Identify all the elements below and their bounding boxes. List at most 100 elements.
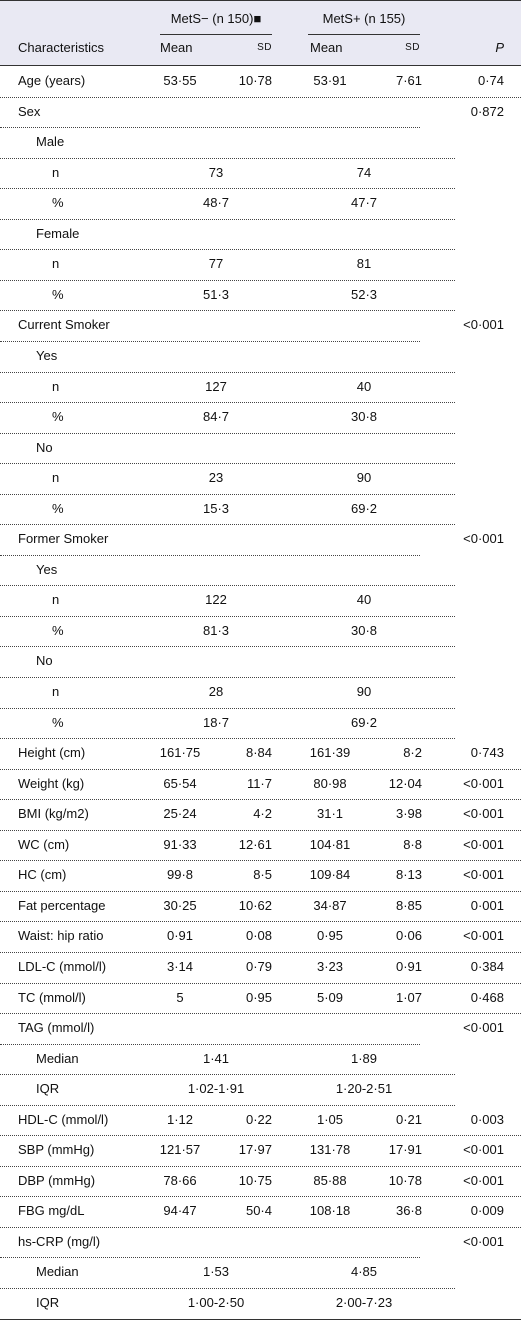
cell-mean: 78·66 (163, 1172, 197, 1188)
cell-value: 84·7 (202, 409, 230, 425)
cell-p: 0·743 (470, 745, 504, 761)
cell-sd: 10·75 (238, 1172, 272, 1188)
cell-sd: 0·06 (395, 928, 422, 944)
row-label: DBP (mmHg) (18, 1172, 96, 1188)
row-rule (0, 279, 455, 281)
cell-value: 81 (356, 256, 372, 272)
row-label: IQR (36, 1295, 60, 1310)
cell-sd: 8·5 (253, 867, 272, 883)
column-header: Mean (160, 40, 193, 55)
row-label: HDL-C (mmol/l) (18, 1111, 109, 1127)
cell-sd: 4·2 (253, 806, 272, 822)
row-rule (0, 463, 455, 465)
cell-p: <0·001 (463, 1233, 504, 1249)
row-label: Yes (36, 561, 58, 577)
cell-value: 18·7 (202, 714, 230, 730)
row-rule (0, 768, 521, 770)
row-label: Current Smoker (18, 317, 110, 333)
cell-sd: 10·78 (238, 73, 272, 88)
row-rule (0, 1135, 521, 1137)
cell-mean: 109·84 (309, 867, 351, 883)
cell-value: 51·3 (202, 286, 230, 302)
table-bottom-rule (0, 1318, 521, 1320)
cell-value: 90 (356, 684, 372, 699)
row-label: Former Smoker (18, 531, 109, 547)
cell-p: <0·001 (463, 928, 504, 944)
cell-value: 47·7 (350, 195, 378, 211)
cell-sd: 17·91 (388, 1142, 422, 1158)
cell-sd: 12·04 (388, 775, 422, 791)
cell-mean: 53·55 (163, 73, 197, 88)
cell-value: 40 (356, 592, 372, 608)
cell-value: 1·02-1·91 (187, 1081, 245, 1097)
row-rule (0, 982, 521, 984)
row-label: BMI (kg/m2) (18, 806, 89, 822)
row-rule (0, 524, 455, 526)
column-header: SD (405, 42, 420, 53)
row-rule (0, 1257, 420, 1259)
cell-mean: 161·75 (159, 745, 201, 761)
row-label: % (52, 622, 64, 638)
group-rule (308, 34, 420, 35)
column-header: SD (257, 42, 272, 53)
row-label: Yes (36, 347, 58, 363)
cell-mean: 1·05 (316, 1111, 344, 1127)
row-label: Height (cm) (18, 745, 86, 761)
cell-value: 2·00-7·23 (335, 1295, 393, 1310)
cell-mean: 131·78 (309, 1142, 351, 1158)
row-label: n (52, 592, 60, 608)
cell-value: 1·00-2·50 (187, 1295, 245, 1310)
row-rule (0, 218, 455, 220)
column-header: P (495, 40, 504, 55)
cell-sd: 50·4 (245, 1203, 272, 1219)
cell-sd: 36·8 (395, 1203, 422, 1219)
row-rule (0, 1226, 521, 1228)
cell-p: <0·001 (463, 806, 504, 822)
cell-value: 23 (208, 470, 224, 486)
row-label: SBP (mmHg) (18, 1142, 95, 1158)
row-label: No (36, 439, 53, 455)
cell-value: 127 (205, 378, 227, 394)
cell-value: 77 (208, 256, 224, 272)
row-rule (0, 96, 521, 98)
cell-mean: 0·95 (316, 928, 344, 944)
cell-sd: 10·78 (388, 1172, 422, 1188)
row-rule (0, 249, 455, 251)
cell-sd: 8·2 (403, 745, 422, 761)
row-rule (0, 1104, 455, 1106)
cell-sd: 3·98 (395, 806, 422, 822)
cell-value: 69·2 (350, 714, 378, 730)
row-label: IQR (36, 1081, 60, 1097)
row-label: hs-CRP (mg/l) (18, 1233, 101, 1249)
cell-sd: 17·97 (238, 1142, 272, 1158)
cell-value: 28 (208, 684, 224, 699)
row-label: n (52, 470, 60, 486)
row-rule (0, 432, 455, 434)
cell-sd: 8·13 (395, 867, 422, 883)
row-rule (0, 615, 455, 617)
cell-sd: 8·85 (395, 897, 422, 913)
cell-mean: 161·39 (309, 745, 351, 761)
row-label: Median (36, 1264, 79, 1280)
row-rule (0, 738, 455, 740)
cell-p: <0·001 (463, 317, 504, 333)
cell-mean: 31·1 (316, 806, 344, 822)
cell-mean: 34·87 (313, 897, 347, 913)
cell-sd: 7·61 (395, 73, 422, 88)
cell-value: 4·85 (350, 1264, 378, 1280)
row-rule (0, 1196, 521, 1198)
row-rule (0, 127, 420, 129)
cell-mean: 65·54 (163, 775, 197, 791)
cell-mean: 5 (176, 989, 184, 1005)
row-rule (0, 402, 455, 404)
cell-mean: 80·98 (313, 775, 347, 791)
header-band (0, 0, 521, 66)
row-label: % (52, 409, 64, 425)
row-label: % (52, 714, 64, 730)
cell-mean: 53·91 (313, 73, 347, 88)
cell-mean: 3·23 (316, 958, 344, 974)
row-rule (0, 677, 455, 678)
cell-sd: 0·91 (395, 958, 422, 974)
row-rule (0, 951, 521, 953)
row-rule (0, 829, 521, 831)
